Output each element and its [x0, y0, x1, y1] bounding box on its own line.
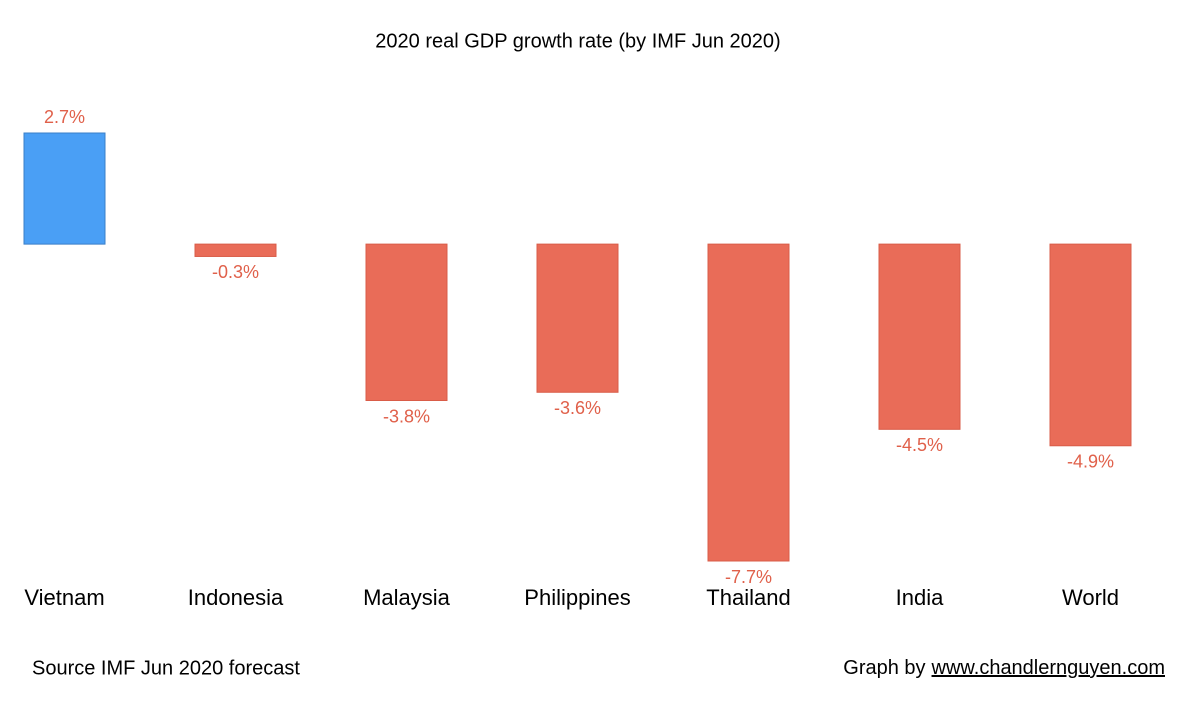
x-tick-label: Philippines [524, 585, 630, 610]
x-tick-label: India [896, 585, 944, 610]
value-label: -7.7% [725, 567, 772, 587]
credit-prefix: Graph by [843, 657, 925, 679]
source-note: Source IMF Jun 2020 forecast [32, 657, 300, 679]
value-label: -3.6% [554, 398, 601, 418]
x-tick-label: Thailand [706, 585, 790, 610]
bar [365, 243, 448, 401]
value-label: -0.3% [212, 262, 259, 282]
bar [194, 243, 277, 257]
chart-title: 2020 real GDP growth rate (by IMF Jun 20… [375, 30, 780, 52]
value-label: 2.7% [44, 107, 85, 127]
x-tick-label: Vietnam [24, 585, 104, 610]
value-label: -4.5% [896, 435, 943, 455]
value-label: -4.9% [1067, 452, 1114, 472]
credit: Graph by www.chandlernguyen.com [843, 657, 1165, 679]
x-tick-label: Indonesia [188, 585, 284, 610]
bar [23, 132, 106, 245]
x-tick-label: World [1062, 585, 1119, 610]
value-label: -3.8% [383, 406, 430, 426]
x-tick-label: Malaysia [363, 585, 451, 610]
credit-link[interactable]: www.chandlernguyen.com [931, 657, 1165, 679]
bar [878, 243, 961, 430]
bar [1049, 243, 1132, 447]
bar [536, 243, 619, 393]
bar [707, 243, 790, 562]
